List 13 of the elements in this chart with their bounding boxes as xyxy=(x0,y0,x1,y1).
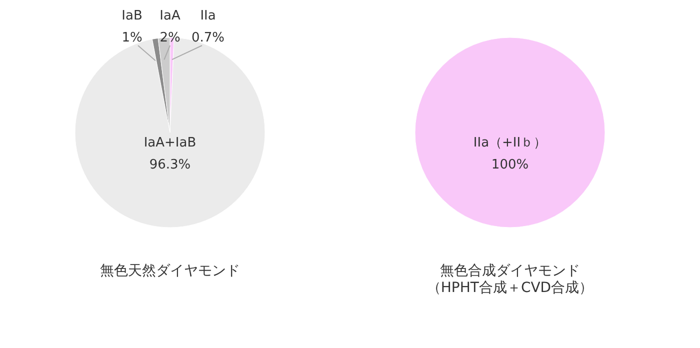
data-label: 2% xyxy=(160,30,180,46)
text: 無色合成ダイヤモンド xyxy=(440,263,580,279)
data-label: 96.3% xyxy=(149,158,191,172)
data-label: 1% xyxy=(122,30,142,46)
text: （HPHT合成＋CVD合成） xyxy=(426,280,594,296)
data-label: 100% xyxy=(491,158,529,172)
data-label: 0.7% xyxy=(191,30,225,46)
slice-label: IIa xyxy=(200,8,216,24)
slice-label: IIa（+IIｂ） xyxy=(473,136,547,150)
slice-label: IaA+IaB xyxy=(144,136,196,150)
slice-label: IaA xyxy=(160,8,180,24)
slice-label: IaB xyxy=(122,8,142,24)
text: 無色天然ダイヤモンド xyxy=(100,263,240,279)
